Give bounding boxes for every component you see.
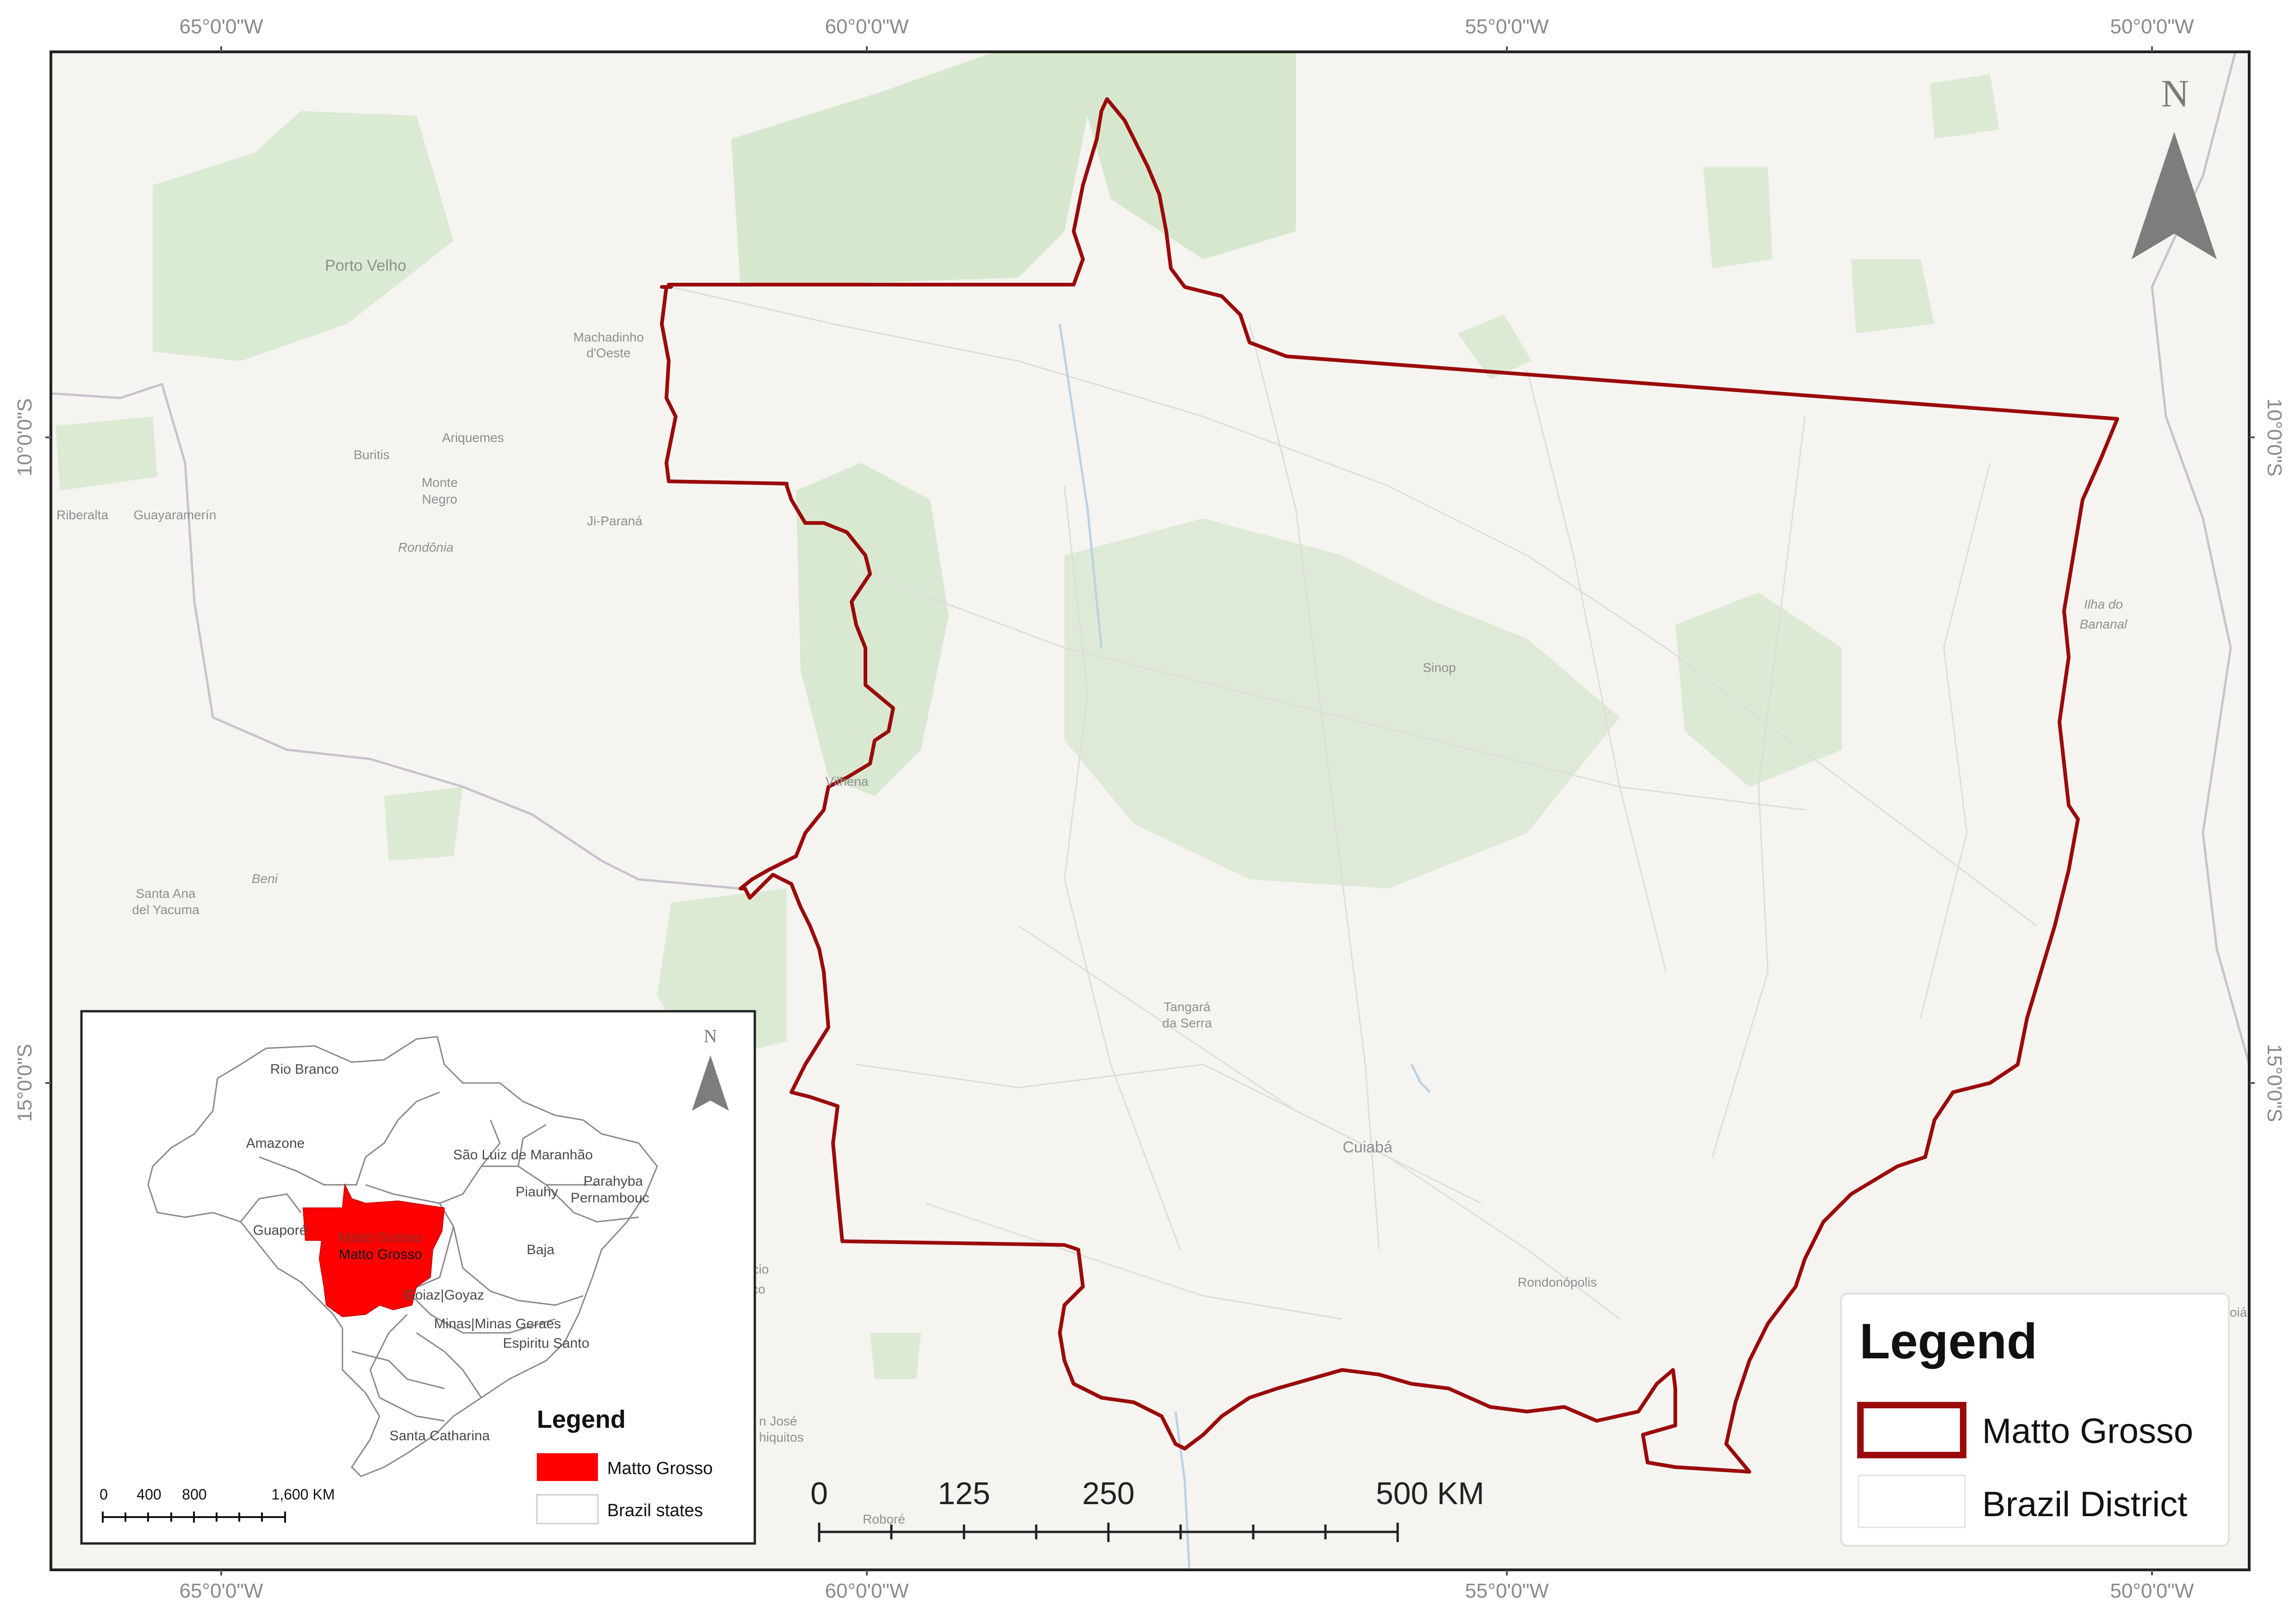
place-porto-velho: Porto Velho — [325, 257, 406, 274]
inset-label-baja: Baja — [527, 1242, 554, 1257]
grat-bottom-50w: 50°0'0"W — [2110, 1580, 2194, 1602]
grat-right-10s: 10°0'0"S — [2263, 398, 2286, 477]
inset-label-parahyba: Parahyba — [584, 1174, 643, 1189]
legend-label-matto-grosso: Matto Grosso — [1982, 1412, 2193, 1451]
inset-label-espiritu: Espiritu Santo — [503, 1336, 590, 1351]
road-network — [671, 286, 2037, 1320]
place-tangara: Tangará — [1163, 1000, 1211, 1014]
grat-bottom-55w: 55°0'0"W — [1465, 1580, 1549, 1602]
place-robore: Roboré — [863, 1512, 905, 1526]
place-san-jose: n José — [759, 1414, 797, 1428]
north-arrow-label: N — [2161, 72, 2189, 115]
inset-legend-title: Legend — [537, 1406, 626, 1433]
inset-label-santa-catharina: Santa Catharina — [390, 1428, 490, 1444]
grat-top-50w: 50°0'0"W — [2110, 15, 2194, 38]
grat-left-15s: 15°0'0"S — [13, 1044, 36, 1122]
place-sinop: Sinop — [1423, 660, 1456, 675]
scale-label-250: 250 — [1082, 1476, 1134, 1511]
inset-label-matto-grosso-2: Matto Grosso — [339, 1247, 422, 1262]
scale-bar: 0 125 250 500 KM — [810, 1476, 1484, 1542]
map-frame — [50, 50, 2251, 1571]
inset-scale-label-800: 800 — [182, 1486, 206, 1503]
inset-label-matto-grosso-1: Matto Grosso — [339, 1230, 422, 1245]
place-rondonopolis: Rondonópolis — [1518, 1275, 1597, 1289]
inset-map: Rio Branco Amazone São Luiz de Maranhão … — [80, 1010, 756, 1545]
inset-scale-label-1600km: 1,600 KM — [272, 1486, 335, 1503]
place-machadinho: Machadinho — [573, 330, 644, 344]
place-cuiaba: Cuiabá — [1343, 1139, 1393, 1156]
inset-label-sao-luiz: São Luiz de Maranhão — [453, 1147, 593, 1163]
inset-north-arrow-icon — [692, 1055, 729, 1111]
inset-legend-swatch-brazil-states — [536, 1494, 599, 1524]
north-arrow-icon — [2132, 132, 2217, 259]
legend-swatch-brazil-district — [1858, 1475, 1966, 1528]
inset-legend-swatch-matto-grosso — [537, 1453, 598, 1481]
inset-state-lines — [240, 1091, 639, 1422]
grat-top-60w: 60°0'0"W — [825, 15, 908, 38]
grat-right-15s: 15°0'0"S — [2263, 1044, 2286, 1122]
inset-label-rio-branco: Rio Branco — [270, 1062, 339, 1077]
grat-top-65w: 65°0'0"W — [179, 15, 263, 38]
inset-label-piauhy: Piauhy — [516, 1184, 558, 1200]
place-ilha-do: Ilha do — [2084, 597, 2123, 611]
grat-bottom-65w: 65°0'0"W — [179, 1580, 263, 1602]
place-vilhena: Vilhena — [826, 774, 869, 789]
inset-label-guapore: Guaporé — [253, 1223, 307, 1238]
place-da-serra: da Serra — [1162, 1016, 1212, 1030]
place-machadinho-2: d'Oeste — [586, 346, 631, 360]
legend: Legend Matto Grosso Brazil District — [1840, 1293, 2230, 1547]
inset-scale-label-0: 0 — [100, 1486, 108, 1503]
inset-legend-label-matto-grosso: Matto Grosso — [607, 1459, 713, 1478]
grat-left-10s: 10°0'0"S — [13, 398, 36, 477]
scale-label-500km: 500 KM — [1376, 1476, 1484, 1511]
inset-north-label: N — [704, 1026, 717, 1046]
place-bananal: Bananal — [2080, 617, 2128, 631]
inset-label-pernambouc: Pernambouc — [571, 1190, 649, 1206]
legend-title: Legend — [1860, 1313, 2037, 1369]
inset-label-goiaz: Goiaz|Goyaz — [404, 1288, 485, 1303]
inset-matto-grosso-fill — [302, 1183, 445, 1318]
graticule-ticks — [45, 46, 2255, 1575]
scale-label-0: 0 — [810, 1476, 828, 1511]
place-monte: Monte — [422, 475, 458, 490]
inset-legend-label-brazil-states: Brazil states — [607, 1501, 703, 1520]
legend-swatch-matto-grosso — [1857, 1402, 1966, 1458]
place-santa-ana: Santa Ana — [136, 886, 196, 901]
rivers — [1058, 324, 1431, 1570]
legend-label-brazil-district: Brazil District — [1982, 1485, 2187, 1524]
place-guayaramerin: Guayaramerín — [134, 508, 217, 522]
inset-label-minas: Minas|Minas Geraes — [434, 1316, 561, 1332]
matto-grosso-outline — [660, 97, 2119, 1474]
place-negro: Negro — [422, 492, 457, 506]
inset-scale-bar: 0 400 800 1,600 KM — [100, 1486, 335, 1523]
place-chiquitos: hiquitos — [759, 1430, 804, 1444]
place-ariquemes: Ariquemes — [442, 430, 504, 445]
grat-bottom-60w: 60°0'0"W — [825, 1580, 908, 1602]
scale-label-125: 125 — [938, 1476, 990, 1511]
place-ji-parana: Ji-Paraná — [587, 514, 642, 528]
place-riberalta: Riberalta — [56, 508, 108, 522]
place-beni: Beni — [252, 871, 278, 886]
place-buritis: Buritis — [354, 448, 390, 462]
place-rondonia: Rondônia — [398, 540, 454, 554]
place-del-yacuma: del Yacuma — [132, 902, 199, 917]
inset-scale-label-400: 400 — [137, 1486, 161, 1503]
inset-label-amazone: Amazone — [246, 1136, 305, 1151]
north-arrow: N — [2132, 72, 2217, 259]
grat-top-55w: 55°0'0"W — [1465, 15, 1549, 38]
place-right-edge: oiá — [2230, 1305, 2247, 1319]
